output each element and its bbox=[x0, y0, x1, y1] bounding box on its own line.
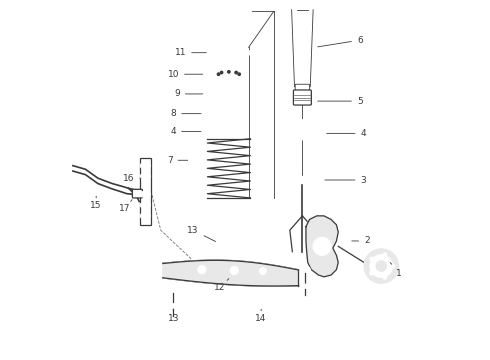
FancyBboxPatch shape bbox=[294, 90, 311, 105]
Text: 10: 10 bbox=[168, 70, 203, 79]
Circle shape bbox=[218, 73, 220, 75]
Polygon shape bbox=[306, 216, 338, 277]
Ellipse shape bbox=[151, 263, 160, 278]
Circle shape bbox=[383, 253, 387, 257]
Ellipse shape bbox=[140, 202, 151, 208]
Circle shape bbox=[369, 271, 374, 275]
Ellipse shape bbox=[209, 42, 248, 63]
Ellipse shape bbox=[279, 120, 326, 140]
Bar bbox=[140, 158, 151, 225]
Circle shape bbox=[238, 73, 241, 75]
Ellipse shape bbox=[168, 285, 179, 293]
Ellipse shape bbox=[140, 173, 151, 180]
Text: 6: 6 bbox=[318, 36, 363, 47]
Circle shape bbox=[197, 265, 206, 274]
Circle shape bbox=[370, 255, 393, 278]
Ellipse shape bbox=[143, 204, 148, 207]
Circle shape bbox=[230, 266, 239, 275]
Ellipse shape bbox=[140, 213, 151, 219]
Ellipse shape bbox=[216, 89, 243, 95]
FancyBboxPatch shape bbox=[295, 84, 310, 91]
Circle shape bbox=[216, 54, 221, 59]
Text: 16: 16 bbox=[122, 174, 141, 183]
Circle shape bbox=[220, 71, 223, 74]
Ellipse shape bbox=[143, 164, 148, 167]
FancyBboxPatch shape bbox=[132, 189, 143, 198]
Circle shape bbox=[228, 71, 230, 73]
Ellipse shape bbox=[171, 304, 176, 307]
Text: 1: 1 bbox=[390, 262, 402, 278]
Ellipse shape bbox=[212, 123, 246, 137]
Circle shape bbox=[376, 261, 387, 271]
Text: 11: 11 bbox=[175, 48, 206, 57]
Ellipse shape bbox=[303, 284, 308, 287]
Text: 13: 13 bbox=[168, 309, 179, 323]
Ellipse shape bbox=[143, 193, 148, 196]
Polygon shape bbox=[163, 260, 298, 286]
Text: 4: 4 bbox=[327, 129, 366, 138]
Ellipse shape bbox=[140, 162, 151, 169]
Text: 7: 7 bbox=[167, 156, 188, 165]
Text: 13: 13 bbox=[187, 226, 216, 242]
Circle shape bbox=[383, 275, 387, 279]
Text: 12: 12 bbox=[214, 279, 229, 292]
Circle shape bbox=[364, 249, 398, 283]
Circle shape bbox=[247, 50, 252, 55]
Ellipse shape bbox=[143, 175, 148, 178]
Text: 17: 17 bbox=[119, 200, 132, 213]
Circle shape bbox=[235, 71, 237, 74]
Circle shape bbox=[391, 264, 395, 268]
Circle shape bbox=[313, 237, 331, 255]
Text: 5: 5 bbox=[318, 96, 363, 105]
Ellipse shape bbox=[292, 176, 313, 184]
Ellipse shape bbox=[300, 266, 310, 273]
Ellipse shape bbox=[212, 66, 246, 82]
Text: 8: 8 bbox=[171, 109, 201, 118]
Circle shape bbox=[369, 257, 374, 261]
Ellipse shape bbox=[140, 191, 151, 198]
Text: 14: 14 bbox=[255, 309, 267, 323]
Text: 2: 2 bbox=[352, 237, 370, 246]
Ellipse shape bbox=[211, 104, 247, 120]
Circle shape bbox=[259, 267, 267, 275]
Circle shape bbox=[216, 47, 221, 51]
Text: 15: 15 bbox=[91, 196, 102, 210]
Text: 3: 3 bbox=[325, 176, 366, 185]
Text: 4: 4 bbox=[171, 127, 201, 136]
Ellipse shape bbox=[143, 215, 148, 217]
Text: 9: 9 bbox=[174, 89, 203, 98]
